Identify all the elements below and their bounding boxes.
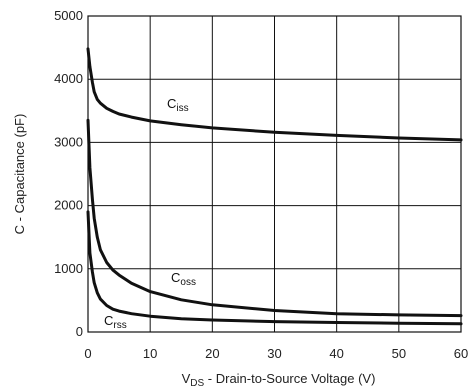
x-axis-ticks: 0 10 20 30 40 50 60 — [84, 346, 468, 361]
x-tick-label: 50 — [392, 346, 406, 361]
x-tick-label: 30 — [267, 346, 281, 361]
series-line-coss — [86, 118, 463, 318]
plot-frame — [87, 15, 462, 333]
y-axis-ticks: 0 1000 2000 3000 4000 5000 — [54, 8, 83, 339]
x-axis-label-rest: - Drain-to-Source Voltage (V) — [204, 371, 375, 386]
x-axis-label-sub: DS — [190, 378, 204, 389]
series-line-crss — [86, 210, 463, 326]
series-lines — [86, 47, 463, 326]
x-tick-label: 40 — [329, 346, 343, 361]
y-tick-label: 0 — [76, 324, 83, 339]
x-axis-label-main: V — [182, 371, 191, 386]
x-axis-label: VDS - Drain-to-Source Voltage (V) — [182, 371, 376, 389]
x-tick-label: 0 — [84, 346, 91, 361]
grid — [87, 15, 462, 333]
y-tick-label: 5000 — [54, 8, 83, 23]
x-tick-label: 20 — [205, 346, 219, 361]
x-tick-label: 10 — [143, 346, 157, 361]
x-tick-label: 60 — [454, 346, 468, 361]
series-labels: Ciss Coss Crss — [104, 96, 196, 331]
y-tick-label: 4000 — [54, 71, 83, 86]
y-tick-label: 3000 — [54, 134, 83, 149]
series-line-ciss — [86, 47, 463, 142]
series-label-crss: Crss — [104, 313, 127, 331]
y-tick-label: 2000 — [54, 198, 83, 213]
y-tick-label: 1000 — [54, 261, 83, 276]
series-label-coss: Coss — [171, 270, 196, 288]
y-axis-label: C - Capacitance (pF) — [12, 114, 27, 235]
series-label-ciss: Ciss — [167, 96, 189, 114]
